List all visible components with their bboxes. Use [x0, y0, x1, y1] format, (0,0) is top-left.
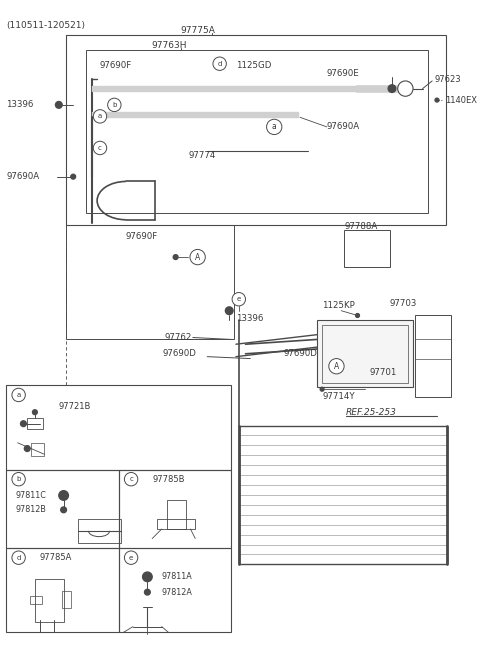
Text: a: a	[272, 122, 276, 131]
Bar	[6, 548, 119, 632]
Circle shape	[320, 387, 324, 391]
Text: 97690F: 97690F	[126, 232, 158, 240]
Circle shape	[12, 551, 25, 564]
Circle shape	[398, 81, 413, 96]
Bar	[239, 426, 447, 564]
Bar	[344, 231, 390, 266]
Bar	[31, 443, 45, 456]
Circle shape	[93, 110, 107, 123]
Text: 97690A: 97690A	[327, 122, 360, 131]
Circle shape	[124, 473, 138, 486]
Bar	[62, 591, 71, 609]
Text: d: d	[16, 554, 21, 561]
Bar	[67, 225, 234, 340]
Circle shape	[93, 141, 107, 155]
Text: 97785A: 97785A	[40, 553, 72, 562]
Bar	[317, 320, 413, 387]
Text: 13396: 13396	[6, 101, 34, 110]
Text: 97690D: 97690D	[162, 349, 196, 358]
Circle shape	[33, 410, 37, 415]
Text: d: d	[217, 61, 222, 67]
Text: 1125GD: 1125GD	[236, 61, 271, 70]
Bar	[27, 418, 43, 430]
Circle shape	[59, 490, 69, 500]
Text: (110511-120521): (110511-120521)	[6, 21, 85, 30]
Text: A: A	[195, 253, 200, 262]
Text: 97811C: 97811C	[16, 491, 47, 500]
Text: a: a	[98, 114, 102, 119]
Text: 97785B: 97785B	[152, 475, 185, 484]
Circle shape	[266, 119, 282, 135]
Circle shape	[213, 57, 227, 71]
Text: 97703: 97703	[389, 298, 417, 308]
Text: 97812A: 97812A	[162, 588, 192, 597]
Circle shape	[144, 589, 150, 595]
Circle shape	[108, 98, 121, 112]
Circle shape	[24, 446, 30, 451]
Circle shape	[21, 421, 26, 426]
Text: 97690A: 97690A	[6, 172, 39, 181]
Circle shape	[190, 249, 205, 264]
Bar	[85, 50, 428, 213]
Text: e: e	[129, 554, 133, 561]
Bar	[167, 500, 186, 529]
Text: 97701: 97701	[370, 368, 397, 377]
Text: c: c	[98, 145, 102, 151]
Bar	[119, 470, 231, 548]
Circle shape	[124, 551, 138, 564]
Text: 97811A: 97811A	[162, 572, 192, 581]
Bar	[415, 315, 451, 397]
Bar	[322, 325, 408, 383]
Bar	[6, 470, 119, 548]
Text: 97690E: 97690E	[327, 69, 360, 78]
Circle shape	[143, 572, 152, 582]
Circle shape	[71, 174, 75, 179]
Text: 97775A: 97775A	[180, 25, 215, 35]
Text: 97762: 97762	[164, 333, 192, 342]
Circle shape	[356, 313, 360, 317]
Text: 13396: 13396	[236, 314, 264, 323]
Bar	[6, 385, 231, 470]
Text: 97721B: 97721B	[59, 402, 91, 411]
Text: A: A	[334, 362, 339, 371]
Bar	[119, 548, 231, 632]
Text: 97690F: 97690F	[100, 61, 132, 70]
Circle shape	[12, 473, 25, 486]
Bar	[157, 519, 195, 529]
Bar	[78, 519, 121, 543]
Circle shape	[61, 507, 67, 513]
Text: 97690D: 97690D	[284, 349, 318, 358]
Circle shape	[173, 255, 178, 259]
Circle shape	[232, 293, 245, 306]
Text: b: b	[112, 102, 117, 108]
Text: e: e	[237, 296, 241, 302]
Text: 97714Y: 97714Y	[322, 392, 355, 402]
Text: 97774: 97774	[188, 151, 216, 160]
Circle shape	[329, 358, 344, 374]
Circle shape	[12, 389, 25, 402]
Bar	[30, 596, 42, 603]
Text: 1125KP: 1125KP	[322, 302, 355, 310]
Circle shape	[226, 307, 233, 315]
Circle shape	[435, 98, 439, 102]
Circle shape	[56, 101, 62, 108]
Text: c: c	[129, 476, 133, 482]
Text: 97812B: 97812B	[16, 505, 47, 515]
Text: 97763H: 97763H	[151, 41, 187, 50]
Text: a: a	[16, 392, 21, 398]
Bar	[35, 579, 64, 622]
Text: REF.25-253: REF.25-253	[346, 407, 397, 417]
Text: 97788A: 97788A	[344, 222, 377, 231]
Text: 97623: 97623	[434, 74, 461, 84]
Text: b: b	[16, 476, 21, 482]
Text: 1140EX: 1140EX	[444, 95, 477, 104]
Bar	[67, 35, 445, 225]
Circle shape	[388, 85, 396, 93]
